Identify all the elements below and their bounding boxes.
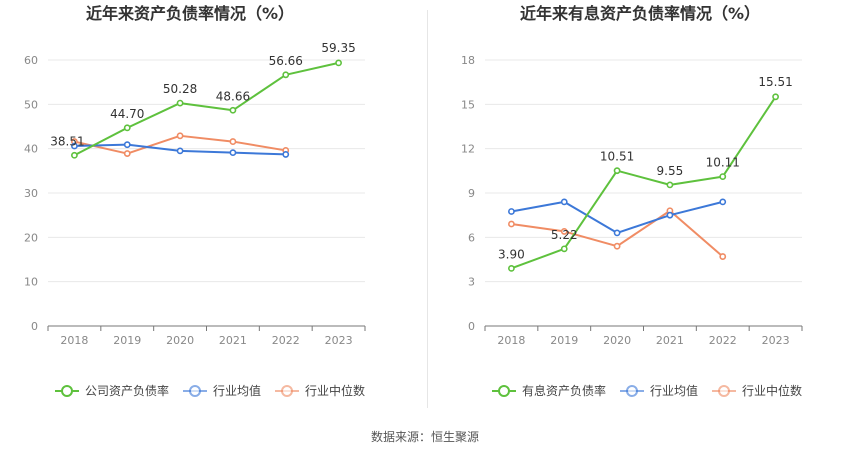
y-tick-label: 15 [461, 98, 475, 111]
legend-swatch-marker [498, 385, 510, 397]
y-tick-label: 0 [468, 320, 475, 333]
legend-label: 行业均值 [213, 383, 261, 398]
data-point [282, 151, 290, 158]
x-tick-label: 2021 [219, 334, 247, 347]
data-label: 10.11 [706, 156, 740, 170]
y-tick-label: 9 [468, 187, 475, 200]
y-tick-label: 40 [24, 143, 38, 156]
chart-title: 近年来资产负债率情况（%） [86, 4, 294, 23]
x-tick-label: 2021 [656, 334, 684, 347]
data-label: 3.90 [498, 247, 525, 261]
data-label: 59.35 [321, 41, 355, 55]
data-label: 48.66 [216, 89, 250, 103]
series-line-company [73, 61, 339, 157]
data-point [719, 253, 727, 260]
data-label: 56.66 [269, 54, 303, 68]
x-tick-label: 2018 [497, 334, 525, 347]
legend-label: 公司资产负债率 [85, 383, 169, 398]
x-tick-label: 2023 [325, 334, 353, 347]
y-tick-label: 0 [31, 320, 38, 333]
legend-swatch-marker [61, 385, 73, 397]
data-point [335, 59, 342, 67]
data-point [229, 106, 237, 114]
data-label: 15.51 [758, 75, 792, 89]
y-tick-label: 20 [24, 231, 38, 244]
data-point [719, 198, 727, 206]
legend-swatch-marker [189, 385, 201, 397]
legend-item: 有息资产负债率 [492, 383, 606, 398]
data-point [666, 181, 674, 189]
data-point [176, 99, 184, 107]
data-source-label: 数据来源：恒生聚源 [370, 430, 479, 444]
y-tick-label: 30 [24, 187, 38, 200]
legend-item: 公司资产负债率 [55, 383, 169, 398]
legend-label: 行业中位数 [742, 383, 802, 398]
data-point [176, 132, 184, 140]
legend-item: 行业中位数 [712, 383, 802, 398]
y-tick-label: 3 [468, 276, 475, 289]
chart-asset-liability-ratio: 近年来资产负债率情况（%） 0 10 20 30 40 50 60 2018 2019 2020 20… [24, 4, 366, 398]
data-point [560, 228, 568, 235]
y-tick-label: 18 [461, 54, 475, 67]
x-tick-label: 2019 [550, 334, 578, 347]
x-tick-label: 2022 [709, 334, 737, 347]
data-label: 5.22 [551, 228, 578, 242]
data-point [229, 138, 237, 145]
legend-swatch-marker [718, 385, 730, 397]
y-tick-label: 10 [24, 276, 38, 289]
data-point [772, 93, 779, 101]
data-point [508, 220, 515, 228]
chart-title: 近年来有息资产负债率情况（%） [520, 4, 760, 23]
series-line-company [511, 96, 777, 270]
data-point [560, 245, 568, 253]
data-point [508, 208, 515, 215]
data-point [176, 147, 184, 155]
data-label: 50.28 [163, 82, 197, 96]
data-label: 10.51 [600, 150, 634, 164]
legend-label: 有息资产负债率 [522, 383, 606, 398]
legend-item: 行业均值 [183, 383, 261, 398]
legend-label: 行业中位数 [305, 383, 365, 398]
data-point [71, 142, 78, 150]
x-tick-label: 2022 [272, 334, 300, 347]
data-point [282, 71, 290, 79]
y-tick-label: 60 [24, 54, 38, 67]
data-point [123, 124, 131, 132]
x-tick-label: 2023 [762, 334, 790, 347]
chart-divider [427, 10, 428, 408]
legend-swatch-marker [626, 385, 638, 397]
data-label: 9.55 [657, 164, 684, 178]
data-point [613, 242, 621, 250]
x-tick-label: 2020 [166, 334, 194, 347]
y-tick-label: 50 [24, 98, 38, 111]
legend-swatch-marker [281, 385, 293, 397]
y-tick-label: 12 [461, 143, 475, 156]
legend-item: 行业均值 [620, 383, 698, 398]
data-point [719, 173, 727, 180]
x-tick-label: 2019 [113, 334, 141, 347]
legend-item: 行业中位数 [275, 383, 365, 398]
data-point [229, 149, 237, 157]
y-tick-label: 6 [468, 231, 475, 244]
data-point [123, 141, 131, 149]
data-point [71, 151, 78, 159]
x-tick-label: 2020 [603, 334, 631, 347]
data-label: 38.51 [50, 134, 84, 148]
data-point [666, 211, 674, 219]
legend-label: 行业均值 [650, 383, 698, 398]
data-label: 44.70 [110, 107, 144, 121]
data-point [560, 198, 568, 206]
data-point [508, 264, 515, 272]
data-point [613, 229, 621, 237]
data-point [613, 167, 621, 175]
chart-interest-bearing-liability-ratio: 近年来有息资产负债率情况（%） 0 3 6 9 12 15 18 2018 2019 2020 202… [461, 4, 803, 398]
data-point [123, 150, 131, 157]
x-tick-label: 2018 [60, 334, 88, 347]
